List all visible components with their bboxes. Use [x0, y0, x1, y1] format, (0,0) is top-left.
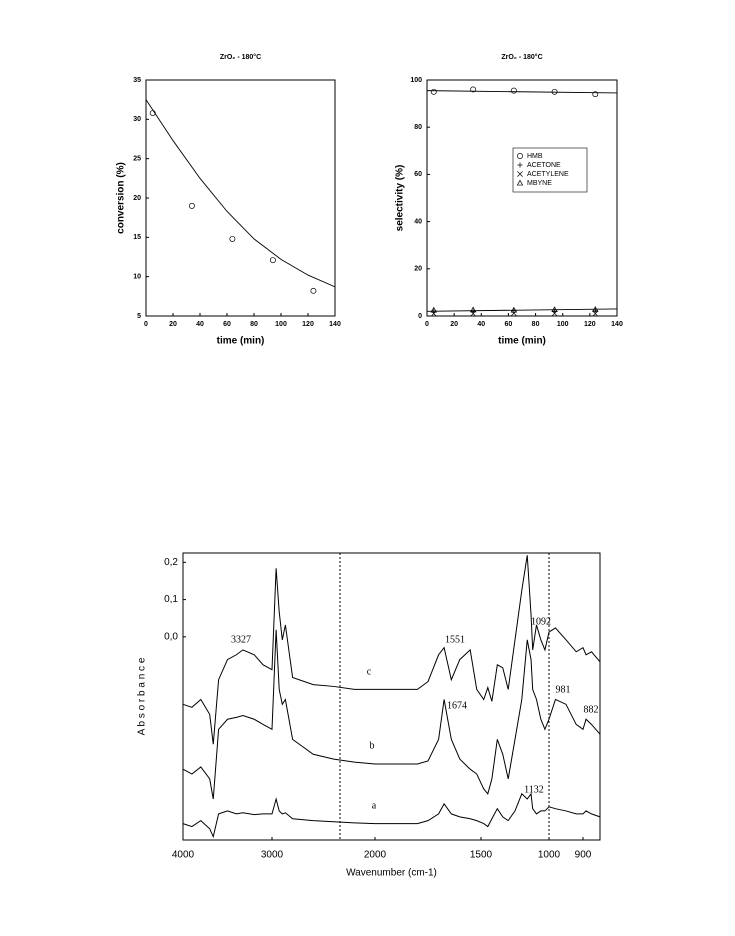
x-tick-label: 20: [169, 321, 177, 328]
annotation: b: [370, 740, 375, 751]
annotation: c: [367, 666, 372, 677]
point: [592, 310, 599, 317]
y-axis-label: conversion (%): [116, 162, 127, 234]
x-axis-label: time (min): [498, 336, 546, 347]
point: [430, 88, 437, 95]
point: [469, 306, 477, 313]
x-tick-label: 120: [302, 321, 314, 328]
legend-label: MBYNE: [527, 180, 552, 187]
point: [430, 306, 437, 313]
legend-box: [512, 147, 588, 193]
x-tick-label: 60: [223, 321, 231, 328]
chart-title: ZrO₂ - 180°C: [501, 53, 542, 61]
y-tick-label: 80: [414, 124, 422, 131]
annotation: 3327: [231, 634, 251, 645]
legend-marker: [517, 162, 523, 168]
x-tick-label: 140: [611, 321, 623, 328]
x-tick-label: 40: [196, 321, 204, 328]
point: [188, 202, 195, 209]
y-axis-label: selectivity (%): [395, 165, 406, 232]
y-tick-label: 25: [133, 156, 141, 163]
x-tick-label: 20: [450, 321, 458, 328]
plot-frame: [182, 552, 601, 841]
fit-line: [145, 99, 336, 288]
y-tick-label: 0,1: [164, 594, 178, 605]
x-tick-label: 1000: [538, 850, 561, 861]
x-tick-label: 4000: [172, 850, 195, 861]
x-tick-label: 80: [532, 321, 540, 328]
x-tick-label: 40: [477, 321, 485, 328]
plot-frame: [426, 79, 618, 317]
y-tick-label: 15: [133, 234, 141, 241]
x-tick-label: 100: [557, 321, 569, 328]
x-axis-label: Wavenumber (cm-1): [346, 868, 437, 879]
y-tick-label: 20: [414, 266, 422, 273]
x-tick-label: 3000: [261, 850, 284, 861]
x-tick-label: 0: [144, 321, 148, 328]
y-tick-label: 5: [137, 313, 141, 320]
point: [310, 287, 317, 294]
y-tick-label: 35: [133, 77, 141, 84]
legend-label: ACETONE: [527, 162, 561, 169]
x-tick-label: 140: [329, 321, 341, 328]
point: [592, 91, 599, 98]
y-tick-label: 100: [410, 77, 422, 84]
fit-line: [426, 90, 618, 94]
annotation: 1092: [531, 616, 551, 627]
annotation: 981: [556, 684, 571, 695]
x-axis-label: time (min): [217, 336, 265, 347]
x-tick-label: 60: [505, 321, 513, 328]
x-tick-label: 1500: [470, 850, 493, 861]
plot-frame: [145, 79, 336, 317]
legend-marker: [517, 171, 523, 177]
annotation: 882: [584, 704, 599, 715]
legend-label: HMB: [527, 153, 543, 160]
x-tick-label: 0: [425, 321, 429, 328]
annotation: 1674: [447, 700, 467, 711]
point: [470, 86, 477, 93]
point: [511, 310, 517, 317]
annotation: 1132: [524, 784, 544, 795]
y-tick-label: 0,2: [164, 557, 178, 568]
fit-line: [426, 308, 618, 312]
x-tick-label: 80: [250, 321, 258, 328]
y-tick-label: 30: [133, 116, 141, 123]
point: [229, 235, 236, 242]
legend-marker: [517, 153, 523, 159]
y-tick-label: 40: [414, 218, 422, 225]
x-tick-label: 120: [584, 321, 596, 328]
legend-label: ACETYLENE: [527, 171, 569, 178]
y-tick-label: 60: [414, 171, 422, 178]
point: [510, 87, 517, 94]
y-axis-label: A b s o r b a n c e: [137, 657, 148, 735]
annotation: a: [372, 800, 377, 811]
point: [470, 308, 476, 314]
legend-marker: [516, 179, 524, 186]
chart-title: ZrO₂ - 180°C: [220, 53, 261, 61]
spectrum-line: [182, 629, 601, 800]
y-tick-label: 0: [418, 313, 422, 320]
annotation: 1551: [445, 634, 465, 645]
x-tick-label: 100: [275, 321, 287, 328]
x-tick-label: 2000: [364, 850, 387, 861]
y-tick-label: 10: [133, 274, 141, 281]
spectrum-line: [182, 555, 601, 745]
y-tick-label: 20: [133, 195, 141, 202]
y-tick-label: 0,0: [164, 632, 178, 643]
point: [269, 257, 276, 264]
spectrum-line: [182, 792, 601, 839]
x-tick-label: 900: [575, 850, 592, 861]
